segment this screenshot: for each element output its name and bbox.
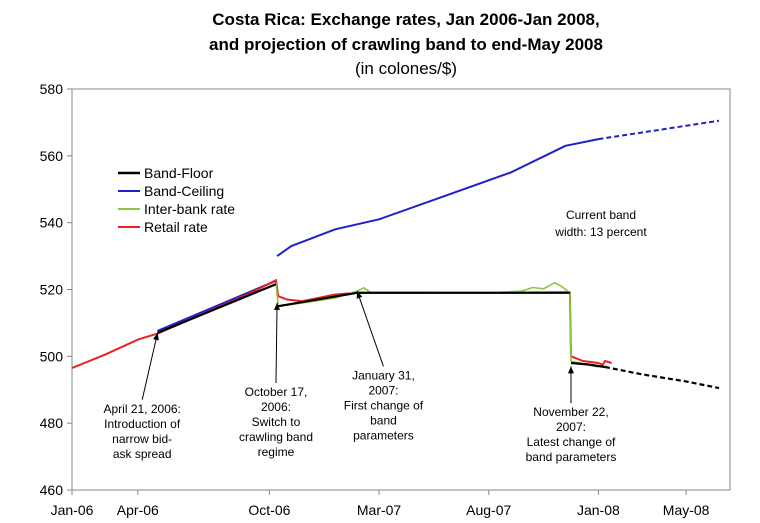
legend-label-band-floor: Band-Floor [144, 165, 214, 181]
x-tick-label: Mar-07 [357, 502, 402, 518]
annotation-text: April 21, 2006: [103, 402, 180, 416]
annotation-text: Latest change of [527, 435, 616, 449]
series-line-band-floor [157, 283, 277, 334]
annotation-text: 2006: [261, 400, 291, 414]
x-tick-label: May-08 [663, 502, 710, 518]
annotation-arrowhead [273, 302, 280, 310]
y-tick-label: 580 [40, 81, 64, 97]
annotation-arrowhead [567, 366, 574, 374]
y-axis: 460 480 500 520 540 560 580 [40, 81, 72, 498]
annotation-pointer [356, 291, 384, 367]
x-tick-label: Aug-07 [466, 502, 511, 518]
annotation-text: Switch to [252, 415, 301, 429]
annotation-text: band [370, 413, 397, 427]
annotation-text: 2007: [556, 420, 586, 434]
series-line-inter-bank-rate [275, 282, 599, 368]
annotation-arrowhead [356, 291, 363, 299]
band-width-note-line2: width: 13 percent [554, 225, 647, 239]
legend: Band-Floor Band-Ceiling Inter-bank rate … [118, 165, 235, 235]
series-projection-band-floor [604, 365, 720, 390]
annotation-text: band parameters [526, 450, 617, 464]
annotation-text: regime [258, 445, 295, 459]
y-tick-label: 520 [40, 282, 64, 298]
x-tick-label: Jan-06 [51, 502, 94, 518]
band-width-note-line1: Current band [566, 208, 636, 222]
y-tick-label: 500 [40, 348, 64, 364]
series-layer [71, 119, 720, 390]
y-tick-label: 560 [40, 148, 64, 164]
series-line-band-floor [278, 291, 570, 308]
annotation-text: First change of [344, 398, 424, 412]
annotation-text: November 22, [533, 405, 608, 419]
x-tick-label: Jan-08 [577, 502, 620, 518]
x-tick-label: Apr-06 [117, 502, 159, 518]
annotation-pointer [275, 302, 278, 384]
legend-label-inter-bank-rate: Inter-bank rate [144, 201, 235, 217]
x-axis: Jan-06 Apr-06 Oct-06 Mar-07 Aug-07 Jan-08 May-… [51, 490, 710, 518]
legend-label-band-ceiling: Band-Ceiling [144, 183, 224, 199]
series-line-band-ceiling [276, 138, 599, 257]
x-tick-label: Oct-06 [248, 502, 290, 518]
annotation-text: 2007: [368, 383, 398, 397]
annotation-text: January 31, [352, 368, 415, 382]
series-projection-band-ceiling [598, 119, 720, 141]
annotation-text: crawling band [239, 430, 313, 444]
y-tick-label: 480 [40, 415, 64, 431]
series-line-band-floor [570, 361, 606, 369]
chart-title-line1: Costa Rica: Exchange rates, Jan 2006-Jan… [212, 10, 599, 29]
annotation-text: ask spread [113, 447, 172, 461]
chart-title-line2: and projection of crawling band to end-M… [209, 35, 603, 54]
chart-subtitle: (in colones/$) [355, 59, 457, 78]
annotation-text: October 17, [245, 385, 308, 399]
annotation-text: narrow bid- [112, 432, 172, 446]
y-tick-label: 540 [40, 215, 64, 231]
annotation-text: parameters [353, 428, 414, 442]
annotation-text: Introduction of [104, 417, 181, 431]
annotation-arrowhead [153, 332, 159, 341]
y-tick-label: 460 [40, 482, 64, 498]
annotation-pointer [141, 332, 159, 400]
legend-label-retail-rate: Retail rate [144, 219, 208, 235]
